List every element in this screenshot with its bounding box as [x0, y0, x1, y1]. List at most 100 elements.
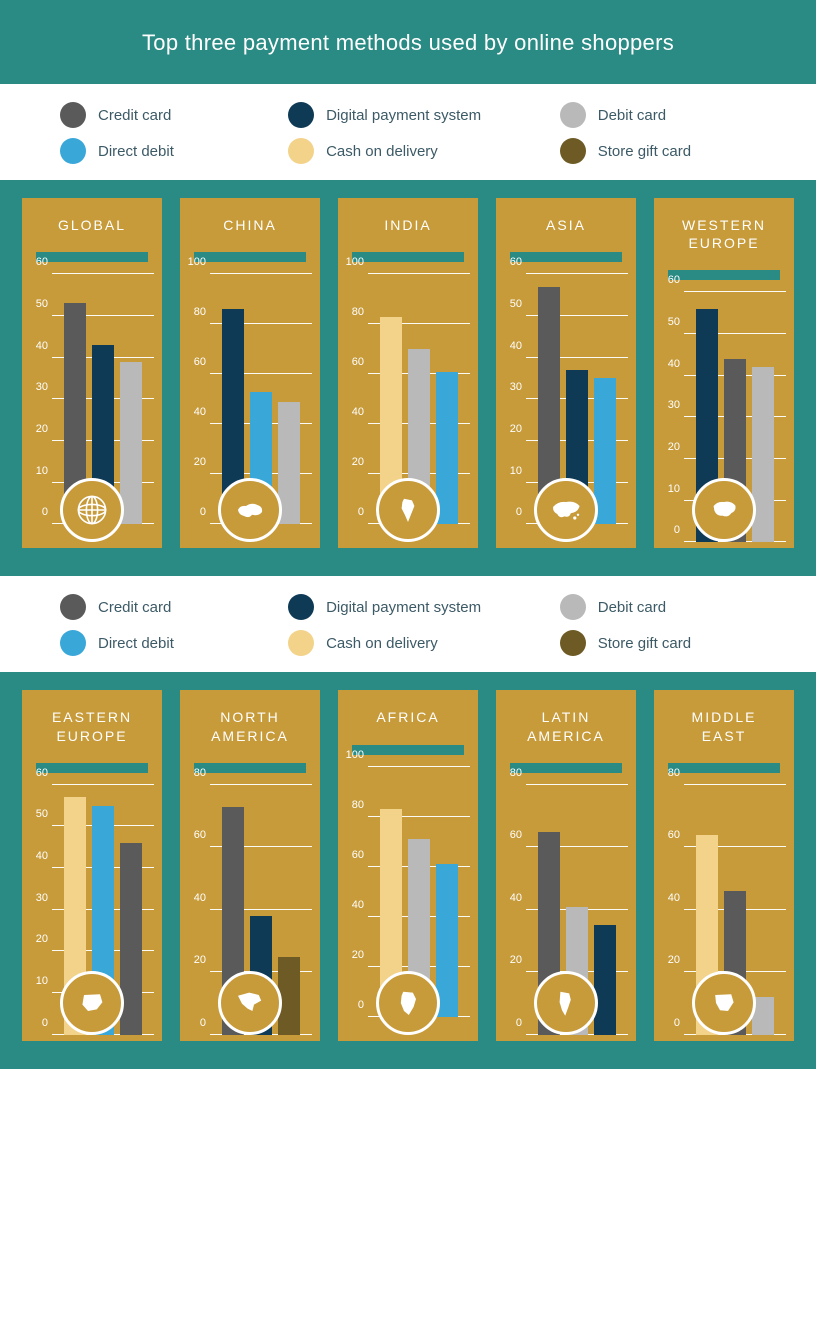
ytick-label: 0 [182, 506, 206, 518]
ytick-label: 100 [340, 749, 364, 761]
legend-label: Direct debit [98, 143, 174, 160]
legend-swatch [560, 630, 586, 656]
middle-east-icon [692, 971, 756, 1035]
legend-item-cash-delivery: Cash on delivery [288, 138, 550, 164]
legend-item-digital: Digital payment system [288, 594, 550, 620]
legend-item-debit-card: Debit card [560, 102, 756, 128]
chart-title: NORTH AMERICA [194, 690, 306, 772]
east-europe-icon [60, 971, 124, 1035]
ytick-label: 80 [182, 306, 206, 318]
ytick-label: 30 [24, 381, 48, 393]
europe-icon [692, 478, 756, 542]
ytick-label: 60 [24, 767, 48, 779]
chart-title: EASTERN EUROPE [36, 690, 148, 772]
chart-title: GLOBAL [36, 198, 148, 262]
chart-card: EASTERN EUROPE0102030405060 [22, 690, 162, 1040]
legend-label: Store gift card [598, 635, 691, 652]
legend-label: Store gift card [598, 143, 691, 160]
ytick-label: 50 [24, 298, 48, 310]
asia-icon [534, 478, 598, 542]
legend-item-direct-debit: Direct debit [60, 630, 278, 656]
chart-card: LATIN AMERICA020406080 [496, 690, 636, 1040]
ytick-label: 60 [656, 829, 680, 841]
ytick-label: 20 [498, 954, 522, 966]
bar-digital [594, 925, 616, 1034]
chart-card: GLOBAL0102030405060 [22, 198, 162, 548]
charts-row-2: EASTERN EUROPE 0 10 20 30 40 50 60 NORTH AMERICA… [0, 672, 816, 1068]
chart-title: MIDDLE EAST [668, 690, 780, 772]
ytick-label: 40 [24, 340, 48, 352]
chart-card: CHINA020406080100 [180, 198, 320, 548]
latin-america-icon [534, 971, 598, 1035]
ytick-label: 40 [656, 892, 680, 904]
ytick-label: 30 [498, 381, 522, 393]
ytick-label: 10 [24, 975, 48, 987]
ytick-label: 60 [182, 829, 206, 841]
india-icon [376, 478, 440, 542]
ytick-label: 20 [498, 423, 522, 435]
ytick-label: 20 [24, 933, 48, 945]
legend-swatch [60, 594, 86, 620]
ytick-label: 100 [182, 256, 206, 268]
legend-label: Digital payment system [326, 107, 481, 124]
ytick-label: 50 [24, 808, 48, 820]
ytick-label: 30 [24, 892, 48, 904]
ytick-label: 0 [182, 1017, 206, 1029]
bar-debit-card [120, 362, 142, 525]
legend-item-cash-delivery: Cash on delivery [288, 630, 550, 656]
ytick-label: 80 [656, 767, 680, 779]
ytick-label: 60 [182, 356, 206, 368]
legend-swatch [60, 102, 86, 128]
ytick-label: 20 [340, 456, 364, 468]
legend-item-store-gift: Store gift card [560, 630, 756, 656]
ytick-label: 40 [340, 406, 364, 418]
legend-item-direct-debit: Direct debit [60, 138, 278, 164]
page-title: Top three payment methods used by online… [0, 0, 816, 84]
legend-bottom: Credit card Digital payment system Debit c… [0, 576, 816, 672]
legend-item-debit-card: Debit card [560, 594, 756, 620]
ytick-label: 20 [182, 954, 206, 966]
chart-title: WESTERN EUROPE [668, 198, 780, 280]
legend-label: Cash on delivery [326, 143, 438, 160]
chart-card: NORTH AMERICA020406080 [180, 690, 320, 1040]
ytick-label: 60 [340, 849, 364, 861]
chart-title: CHINA [194, 198, 306, 262]
ytick-label: 80 [340, 306, 364, 318]
ytick-label: 30 [656, 399, 680, 411]
north-america-icon [218, 971, 282, 1035]
bar-direct-debit [594, 378, 616, 524]
ytick-label: 0 [340, 999, 364, 1011]
ytick-label: 60 [340, 356, 364, 368]
legend-swatch [560, 594, 586, 620]
ytick-label: 60 [498, 829, 522, 841]
legend-label: Cash on delivery [326, 635, 438, 652]
legend-swatch [288, 102, 314, 128]
ytick-label: 20 [656, 441, 680, 453]
legend-swatch [560, 102, 586, 128]
legend-swatch [560, 138, 586, 164]
ytick-label: 60 [24, 256, 48, 268]
legend-label: Credit card [98, 599, 171, 616]
ytick-label: 40 [498, 340, 522, 352]
chart-card: INDIA 0 20 40 60 80 100 [338, 198, 478, 548]
chart-card: ASIA0102030405060 [496, 198, 636, 548]
legend-item-credit-card: Credit card [60, 594, 278, 620]
chart-title: ASIA [510, 198, 622, 262]
africa-icon [376, 971, 440, 1035]
ytick-label: 50 [656, 316, 680, 328]
legend-item-store-gift: Store gift card [560, 138, 756, 164]
ytick-label: 60 [498, 256, 522, 268]
legend-label: Credit card [98, 107, 171, 124]
legend-label: Debit card [598, 599, 666, 616]
ytick-label: 10 [498, 465, 522, 477]
chart-title: LATIN AMERICA [510, 690, 622, 772]
ytick-label: 100 [340, 256, 364, 268]
ytick-label: 40 [498, 892, 522, 904]
ytick-label: 0 [340, 506, 364, 518]
ytick-label: 0 [656, 1017, 680, 1029]
bar-direct-debit [436, 372, 458, 525]
chart-title: INDIA [352, 198, 464, 262]
legend-top: Credit card Digital payment system Debit c… [0, 84, 816, 180]
ytick-label: 20 [656, 954, 680, 966]
legend-swatch [60, 630, 86, 656]
